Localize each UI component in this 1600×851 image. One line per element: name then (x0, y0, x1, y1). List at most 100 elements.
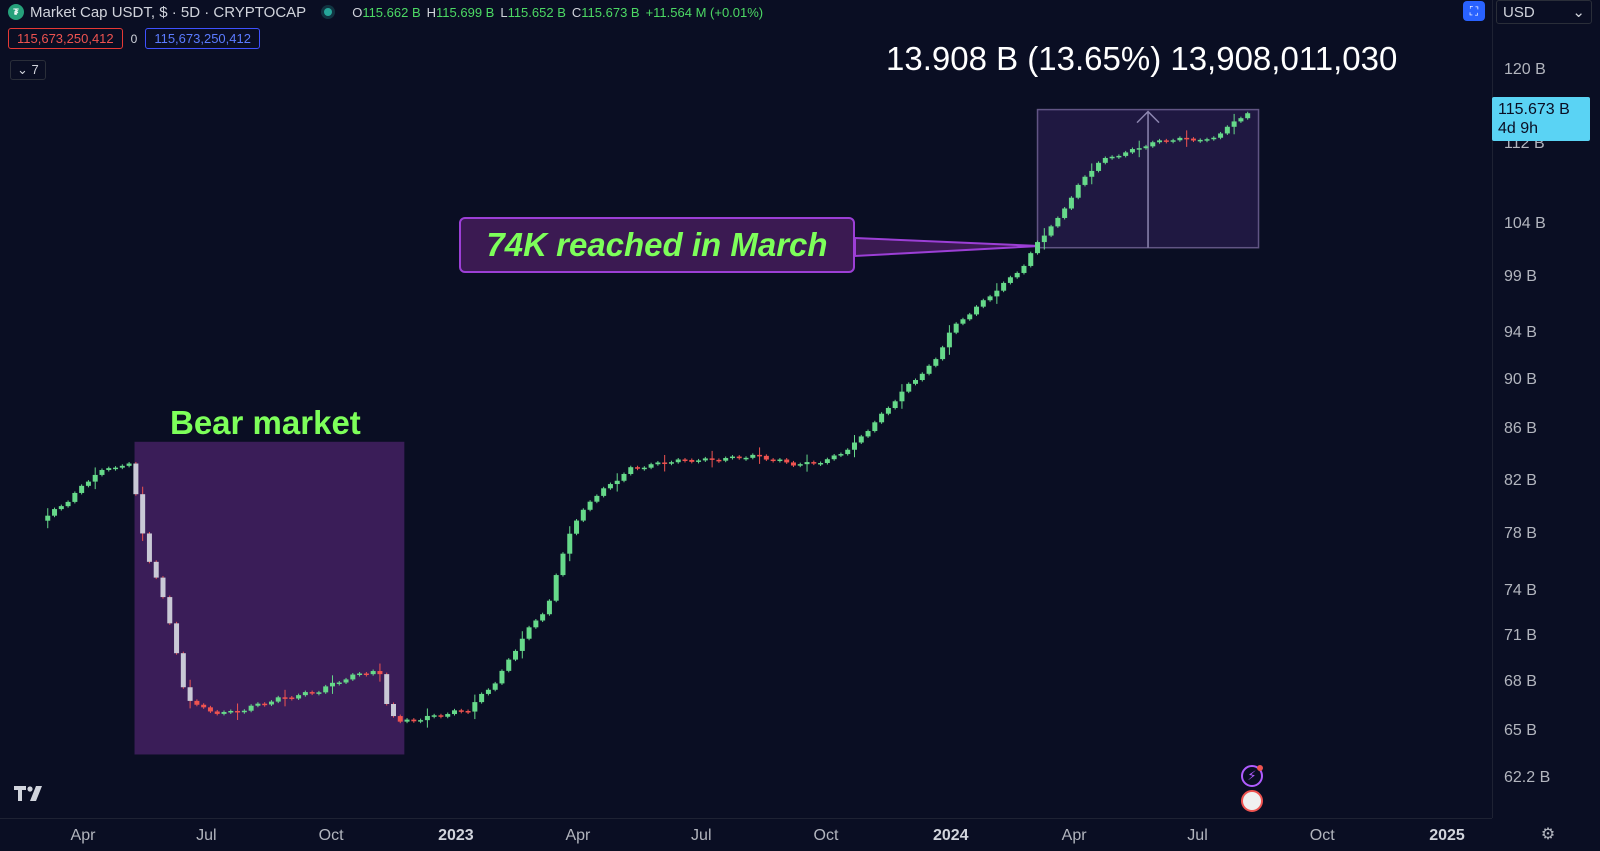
candle-body (553, 575, 559, 601)
time-axis[interactable] (0, 818, 1492, 851)
candle-body (607, 484, 613, 489)
candle-body (465, 711, 471, 713)
candle-body (397, 716, 403, 722)
price-tick-label: 94 B (1504, 324, 1537, 342)
candle-body (140, 494, 146, 534)
candle-body (818, 463, 824, 465)
candle-body (1082, 176, 1088, 185)
candle-body (1089, 170, 1095, 177)
candle-body (628, 467, 634, 474)
candle-body (865, 431, 871, 437)
candle-body (838, 454, 844, 456)
candle-body (262, 703, 268, 706)
candle-body (214, 711, 220, 714)
candle-body (1129, 149, 1135, 153)
candle-body (228, 710, 234, 713)
candle-body (1157, 140, 1163, 143)
candle-body (1184, 137, 1190, 140)
candle-body (946, 332, 952, 348)
currency-value: USD (1503, 3, 1535, 21)
candle-body (940, 347, 946, 360)
price-tick-label: 68 B (1504, 673, 1537, 691)
candle-body (546, 600, 552, 615)
currency-select[interactable]: USD ⌄ (1496, 0, 1592, 24)
candle-body (899, 391, 905, 402)
candle-body (560, 553, 566, 576)
candle-body (79, 485, 85, 493)
candle-body (716, 459, 722, 462)
candle-body (1028, 253, 1034, 266)
candle-body (567, 533, 573, 554)
price-axis[interactable] (1492, 0, 1600, 818)
candle-body (309, 692, 315, 694)
candle-body (268, 701, 274, 705)
bear-market-label: Bear market (170, 404, 361, 441)
candle-body (750, 454, 756, 458)
candle-body (648, 464, 654, 468)
candle-body (350, 674, 356, 680)
candle-body (513, 650, 519, 660)
gear-icon[interactable]: ⚙ (1540, 826, 1556, 843)
candle-body (824, 459, 830, 464)
fullscreen-icon[interactable]: ⛶ (1463, 1, 1485, 21)
last-price-badge: 115.673 B 4d 9h (1492, 97, 1590, 141)
candle-body (207, 707, 213, 712)
candle-body (146, 533, 152, 562)
candle-body (1062, 208, 1068, 218)
symbol-title[interactable]: Market Cap USDT, $ · 5D · CRYPTOCAP (30, 3, 307, 21)
candle-body (343, 679, 349, 683)
sell-price-button[interactable]: 115,673,250,412 (8, 28, 123, 49)
candle-body (974, 306, 980, 315)
candle-body (187, 687, 193, 701)
candle-body (99, 470, 105, 475)
candle-body (662, 462, 668, 464)
low-value: 115.652 B (507, 4, 566, 20)
price-chart[interactable] (0, 0, 1492, 818)
last-price-value: 115.673 B (1498, 101, 1570, 118)
time-tick-label: Oct (318, 827, 344, 844)
candle-body (445, 714, 451, 717)
candle-body (1231, 121, 1237, 127)
candle-body (526, 627, 532, 639)
price-tick-label: 74 B (1504, 582, 1537, 600)
callout-annotation[interactable]: 74K reached in March (459, 217, 855, 273)
chevron-down-icon: ⌄ (17, 62, 28, 77)
candle-body (926, 365, 932, 374)
us-flag-icon[interactable] (1241, 790, 1263, 812)
candle-body (235, 710, 241, 713)
price-tick-label: 86 B (1504, 420, 1537, 438)
price-tick-label: 82 B (1504, 471, 1537, 489)
market-status-icon[interactable] (324, 8, 333, 16)
candle-body (133, 463, 139, 495)
candle-body (113, 467, 119, 470)
candle-body (452, 710, 458, 715)
candle-body (160, 577, 166, 598)
candle-body (906, 383, 912, 392)
candle-body (174, 623, 180, 654)
tradingview-logo-icon[interactable] (12, 783, 48, 803)
buy-price-button[interactable]: 115,673,250,412 (145, 28, 260, 49)
price-tick-label: 104 B (1504, 215, 1546, 233)
candle-body (1102, 157, 1108, 163)
lightning-icon[interactable]: ⚡ (1241, 765, 1263, 787)
candle-body (702, 458, 708, 461)
candle-body (126, 463, 132, 466)
candle-body (363, 673, 369, 676)
price-tick-label: 71 B (1504, 626, 1537, 644)
candle-body (614, 480, 620, 485)
indicators-toggle-button[interactable]: ⌄ 7 (10, 60, 46, 80)
open-label: O (352, 4, 363, 20)
candle-body (336, 682, 342, 685)
candle-body (587, 501, 593, 510)
time-tick-label: 2025 (1429, 827, 1465, 844)
price-tick-label: 99 B (1504, 268, 1537, 286)
candle-body (255, 703, 261, 706)
indicators-count: 7 (31, 62, 39, 77)
candle-body (872, 422, 878, 432)
candle-body (1021, 265, 1027, 273)
candle-body (777, 459, 783, 462)
candle-body (72, 492, 78, 502)
candle-body (879, 413, 885, 423)
candle-body (797, 464, 803, 466)
time-tick-label: Oct (1309, 827, 1335, 844)
